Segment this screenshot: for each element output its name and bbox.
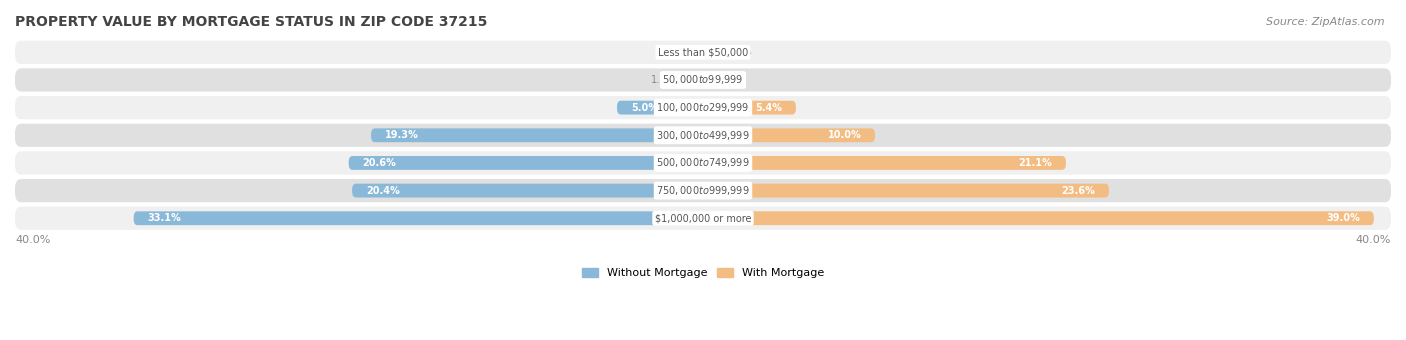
Text: 21.1%: 21.1% — [1018, 158, 1052, 168]
FancyBboxPatch shape — [15, 124, 1391, 147]
Text: Less than $50,000: Less than $50,000 — [658, 47, 748, 57]
FancyBboxPatch shape — [15, 207, 1391, 230]
FancyBboxPatch shape — [617, 101, 703, 115]
Text: 20.4%: 20.4% — [366, 186, 399, 196]
Text: $100,000 to $299,999: $100,000 to $299,999 — [657, 101, 749, 114]
Text: $1,000,000 or more: $1,000,000 or more — [655, 213, 751, 223]
FancyBboxPatch shape — [703, 73, 706, 87]
FancyBboxPatch shape — [352, 184, 703, 198]
Text: $500,000 to $749,999: $500,000 to $749,999 — [657, 156, 749, 169]
Text: 19.3%: 19.3% — [385, 130, 419, 140]
FancyBboxPatch shape — [703, 129, 875, 142]
Text: 33.1%: 33.1% — [148, 213, 181, 223]
Text: 0.13%: 0.13% — [710, 75, 741, 85]
Text: 10.0%: 10.0% — [828, 130, 862, 140]
Legend: Without Mortgage, With Mortgage: Without Mortgage, With Mortgage — [578, 264, 828, 283]
Text: $300,000 to $499,999: $300,000 to $499,999 — [657, 129, 749, 142]
Text: 23.6%: 23.6% — [1062, 186, 1095, 196]
FancyBboxPatch shape — [15, 151, 1391, 174]
Text: 0.78%: 0.78% — [721, 47, 752, 57]
FancyBboxPatch shape — [703, 211, 1374, 225]
FancyBboxPatch shape — [696, 46, 703, 59]
FancyBboxPatch shape — [371, 129, 703, 142]
FancyBboxPatch shape — [703, 46, 717, 59]
FancyBboxPatch shape — [15, 68, 1391, 91]
Text: $50,000 to $99,999: $50,000 to $99,999 — [662, 73, 744, 86]
Text: 1.3%: 1.3% — [651, 75, 675, 85]
Text: $750,000 to $999,999: $750,000 to $999,999 — [657, 184, 749, 197]
Text: 39.0%: 39.0% — [1326, 213, 1360, 223]
Text: Source: ZipAtlas.com: Source: ZipAtlas.com — [1267, 17, 1385, 27]
FancyBboxPatch shape — [703, 156, 1066, 170]
Text: 40.0%: 40.0% — [15, 235, 51, 245]
FancyBboxPatch shape — [15, 41, 1391, 64]
Text: PROPERTY VALUE BY MORTGAGE STATUS IN ZIP CODE 37215: PROPERTY VALUE BY MORTGAGE STATUS IN ZIP… — [15, 15, 488, 29]
Text: 0.44%: 0.44% — [659, 47, 690, 57]
FancyBboxPatch shape — [681, 73, 703, 87]
FancyBboxPatch shape — [134, 211, 703, 225]
FancyBboxPatch shape — [349, 156, 703, 170]
Text: 40.0%: 40.0% — [1355, 235, 1391, 245]
Text: 5.0%: 5.0% — [631, 103, 658, 113]
FancyBboxPatch shape — [15, 96, 1391, 119]
FancyBboxPatch shape — [703, 101, 796, 115]
FancyBboxPatch shape — [15, 179, 1391, 202]
Text: 5.4%: 5.4% — [755, 103, 782, 113]
FancyBboxPatch shape — [703, 184, 1109, 198]
Text: 20.6%: 20.6% — [363, 158, 396, 168]
